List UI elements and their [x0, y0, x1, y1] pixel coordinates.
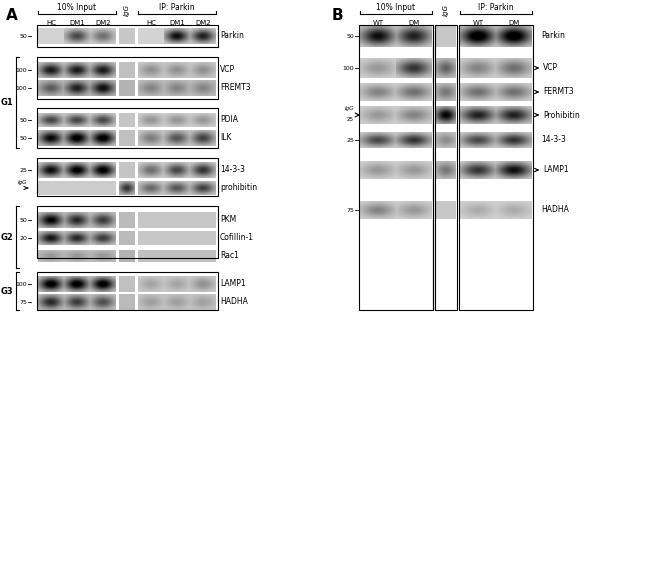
Text: 10% Input: 10% Input [57, 3, 97, 13]
Text: Rac1: Rac1 [220, 252, 239, 260]
Text: DM2: DM2 [195, 20, 211, 26]
Text: G2: G2 [0, 232, 13, 241]
Text: IgG: IgG [124, 4, 130, 16]
Bar [459, 25, 533, 310]
Text: PDIA: PDIA [220, 116, 238, 125]
Text: Parkin: Parkin [220, 31, 244, 41]
Text: 25: 25 [347, 117, 354, 122]
Text: WT: WT [372, 20, 384, 26]
Text: 50: 50 [20, 34, 27, 38]
Text: IP: Parkin: IP: Parkin [478, 3, 514, 13]
Text: 50: 50 [20, 117, 27, 122]
Text: DM2: DM2 [95, 20, 110, 26]
Text: DM1: DM1 [69, 20, 85, 26]
Text: 100: 100 [16, 85, 27, 90]
Bar [37, 158, 218, 196]
Text: HADHA: HADHA [220, 297, 248, 307]
Text: 25: 25 [19, 168, 27, 173]
Text: Cofillin-1: Cofillin-1 [220, 233, 254, 243]
Text: 20: 20 [19, 236, 27, 240]
Text: DM: DM [508, 20, 519, 26]
Bar [37, 272, 218, 310]
Text: 100: 100 [16, 281, 27, 287]
Text: FERMT3: FERMT3 [543, 88, 573, 97]
Text: HC: HC [146, 20, 156, 26]
Text: 50: 50 [20, 136, 27, 141]
Bar [37, 25, 218, 47]
Text: FREMT3: FREMT3 [220, 84, 251, 93]
Text: prohibitin: prohibitin [220, 184, 257, 193]
Text: IgG: IgG [344, 106, 354, 111]
Text: ILK: ILK [220, 133, 231, 142]
Text: IgG: IgG [18, 180, 27, 185]
Text: 50: 50 [346, 34, 354, 38]
Text: HADHA: HADHA [541, 205, 569, 214]
Text: G1: G1 [0, 98, 13, 107]
Text: VCP: VCP [543, 63, 558, 73]
Text: Prohibitin: Prohibitin [543, 110, 580, 120]
Text: IP: Parkin: IP: Parkin [159, 3, 195, 13]
Text: WT: WT [473, 20, 484, 26]
Bar [359, 25, 433, 310]
Bar [37, 108, 218, 148]
Text: 100: 100 [343, 66, 354, 70]
Text: VCP: VCP [220, 66, 235, 74]
Text: G3: G3 [1, 287, 13, 296]
Text: LAMP1: LAMP1 [543, 165, 569, 174]
Text: DM: DM [408, 20, 420, 26]
Bar [37, 206, 218, 258]
Text: 50: 50 [20, 217, 27, 223]
Text: LAMP1: LAMP1 [220, 280, 246, 288]
Text: PKM: PKM [220, 216, 236, 224]
Text: 14-3-3: 14-3-3 [541, 136, 566, 145]
Text: 100: 100 [16, 67, 27, 73]
Text: 10% Input: 10% Input [376, 3, 415, 13]
Text: 14-3-3: 14-3-3 [220, 165, 245, 174]
Bar [37, 57, 218, 99]
Text: B: B [332, 8, 344, 23]
Text: HC: HC [46, 20, 56, 26]
Text: 25: 25 [346, 137, 354, 142]
Text: IgG: IgG [443, 4, 449, 16]
Text: A: A [6, 8, 18, 23]
Text: 75: 75 [19, 300, 27, 304]
Bar [435, 25, 457, 310]
Text: 75: 75 [346, 208, 354, 213]
Text: DM1: DM1 [169, 20, 185, 26]
Text: Parkin: Parkin [541, 31, 565, 41]
